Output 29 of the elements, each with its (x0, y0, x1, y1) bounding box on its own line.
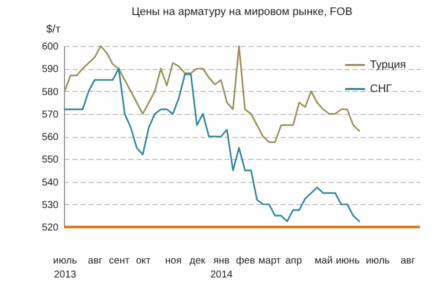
y-tick-label: 570 (42, 109, 59, 120)
x-tick-label: авг (88, 256, 103, 266)
y-tick-label: 600 (42, 42, 59, 52)
x-tick-label: янв 2014 (210, 256, 234, 280)
legend-label: СНГ (370, 83, 392, 95)
x-tick-label: ноя (165, 256, 182, 266)
x-tick-label: авг (400, 256, 416, 266)
line-series (64, 45, 360, 143)
x-tick-label: фев (236, 256, 256, 266)
x-tick-label: июль (366, 256, 390, 266)
x-tick-label: окт (136, 256, 152, 266)
y-tick-label: 560 (42, 132, 59, 143)
legend-label: Турция (370, 59, 406, 71)
x-tick-label: апр (285, 256, 302, 266)
y-tick-label: 580 (42, 86, 59, 98)
x-tick-label: июль 2013 (53, 256, 78, 280)
y-tick-label: 540 (42, 177, 59, 188)
x-tick-label: сент (108, 256, 130, 266)
x-tick-label: июнь (336, 256, 360, 266)
y-tick-label: 550 (42, 154, 59, 166)
line-series (64, 68, 360, 222)
y-tick-label: 590 (42, 64, 59, 76)
chart-title: Цены на арматуру на мировом рынке, FOB (132, 6, 352, 18)
x-tick-label: март (258, 256, 282, 266)
y-axis-title: $/т (46, 24, 60, 36)
x-tick-label: дек (190, 256, 206, 266)
x-tick-label: май (314, 256, 333, 266)
y-tick-label: 520 (42, 222, 59, 234)
y-tick-label: 530 (42, 200, 59, 211)
